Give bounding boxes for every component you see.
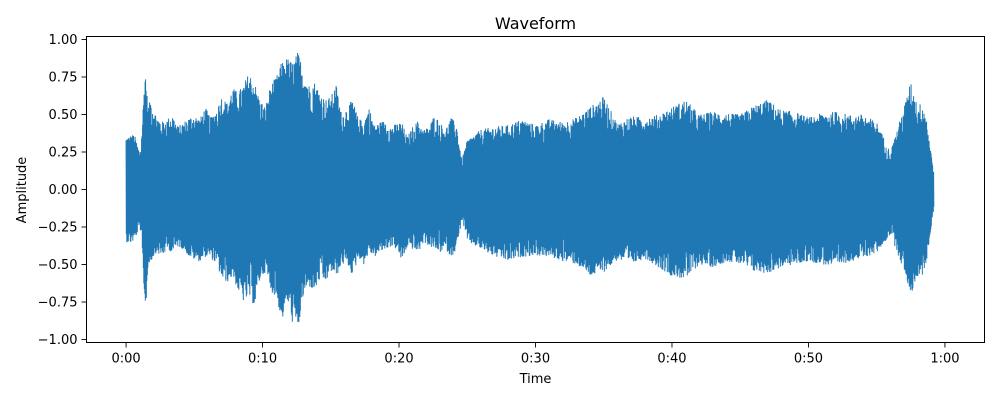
y-tick-label: 1.00 (49, 33, 78, 48)
x-axis-label: Time (519, 372, 552, 387)
y-tick-label: 0.00 (49, 183, 78, 198)
y-tick-label: 0.50 (49, 108, 78, 123)
x-axis-ticks: 0:00 0:10 0:20 0:30 0:40 0:50 1:00 (111, 342, 960, 367)
y-tick-label: 0.75 (49, 71, 78, 86)
x-tick-label: 0:40 (657, 352, 686, 367)
waveform-line (125, 53, 935, 322)
x-tick-label: 0:20 (384, 352, 413, 367)
x-tick-label: 0:10 (248, 352, 277, 367)
y-tick-label: −0.25 (38, 221, 78, 236)
plot-area (125, 53, 935, 322)
x-tick-label: 1:00 (930, 352, 959, 367)
y-axis-label: Amplitude (15, 157, 30, 224)
x-tick-label: 0:00 (111, 352, 140, 367)
x-tick-label: 0:30 (521, 352, 550, 367)
y-tick-label: −0.75 (38, 296, 78, 311)
chart-title: Waveform (495, 14, 576, 33)
y-tick-label: 0.25 (49, 146, 78, 161)
y-tick-label: −1.00 (38, 333, 78, 348)
y-axis-ticks: 1.00 0.75 0.50 0.25 0.00 −0.25 −0.50 −0.75 −1.00 (38, 33, 87, 348)
x-tick-label: 0:50 (794, 352, 823, 367)
y-tick-label: −0.50 (38, 258, 78, 273)
